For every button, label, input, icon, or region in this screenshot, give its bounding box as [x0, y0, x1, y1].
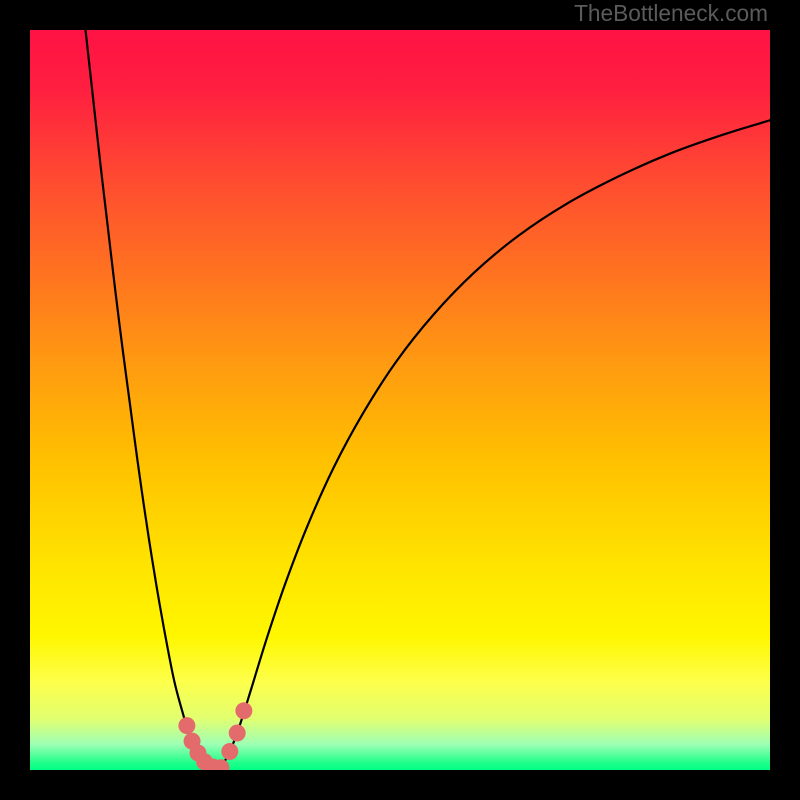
trough-marker: [229, 725, 246, 742]
plot-area: [30, 30, 770, 770]
gradient-background: [30, 30, 770, 770]
chart-svg: [30, 30, 770, 770]
trough-marker: [178, 717, 195, 734]
trough-marker: [221, 743, 238, 760]
watermark-text: TheBottleneck.com: [574, 0, 768, 27]
trough-marker: [235, 702, 252, 719]
